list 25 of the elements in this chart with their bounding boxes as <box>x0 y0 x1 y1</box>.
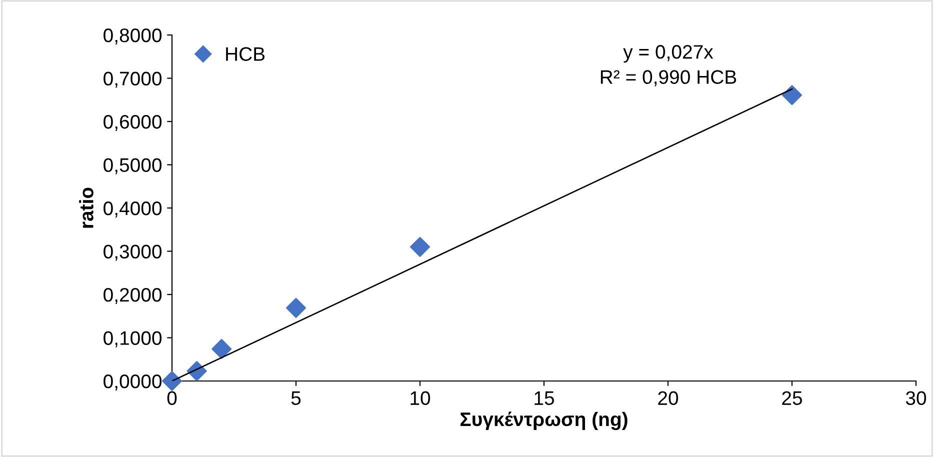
point <box>410 236 430 257</box>
x-tick-label: 20 <box>658 391 678 406</box>
y-axis-title: ratio <box>79 188 94 228</box>
x-tick-label: 10 <box>410 391 430 406</box>
x-tick-label: 0 <box>167 391 177 406</box>
y-tick-label: 0,1000 <box>104 331 162 348</box>
x-tick-label: 15 <box>534 391 554 406</box>
point <box>212 338 232 360</box>
legend-label: HCB <box>226 47 265 61</box>
y-tick-label: 0,7000 <box>104 72 162 88</box>
point <box>162 370 182 392</box>
x-axis-title: Συγκέντρωση (ng) <box>460 412 628 430</box>
annotation: y = 0,027x R² = 0,990 HCB <box>600 45 736 86</box>
x-tick-label: 30 <box>906 391 926 406</box>
point <box>782 85 802 106</box>
point <box>286 298 306 318</box>
y-tick-label: 0,2000 <box>104 288 162 304</box>
y-tick-label: 0,6000 <box>104 114 162 132</box>
x-tick-label: 25 <box>782 391 802 406</box>
y-tick-label: 0,5000 <box>104 158 162 174</box>
y-tick-label: 0,4000 <box>104 201 162 218</box>
y-tick-label: 0,8000 <box>104 28 162 45</box>
x-tick-label: 5 <box>291 391 301 406</box>
y-tick-label: 0,3000 <box>104 244 162 261</box>
y-tick-label: 0,0000 <box>104 374 162 391</box>
